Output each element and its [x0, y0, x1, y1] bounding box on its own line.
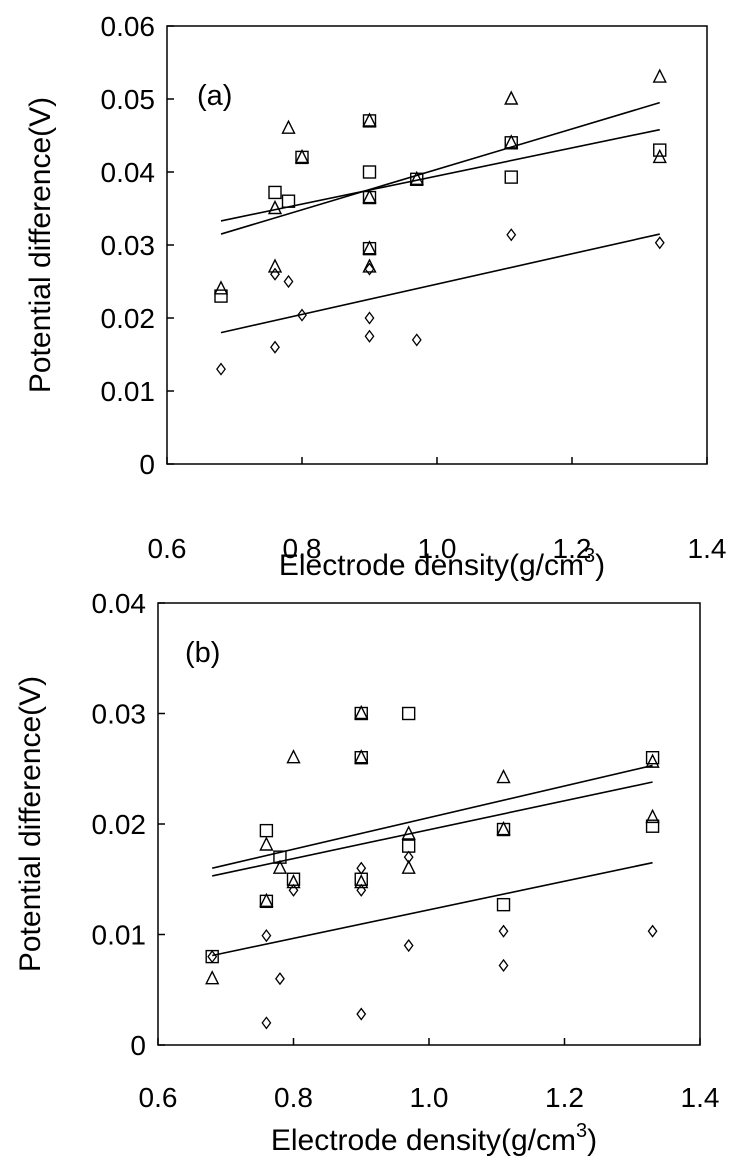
- y-tick-label: 0.03: [101, 230, 156, 261]
- diamond-marker: [365, 331, 373, 342]
- x-tick-label: 1.0: [410, 1082, 449, 1113]
- y-tick-label: 0.05: [101, 84, 156, 115]
- triangle-marker: [206, 972, 218, 984]
- diamond-marker: [262, 930, 270, 941]
- triangle-marker: [269, 260, 281, 272]
- diamond-marker: [499, 960, 507, 971]
- diamond-marker: [405, 940, 413, 951]
- diamond-marker: [357, 863, 365, 874]
- y-tick-label: 0.04: [101, 157, 156, 188]
- diamond-marker: [656, 237, 664, 248]
- x-tick-label: 0.6: [148, 533, 187, 564]
- y-tick-label: 0.06: [101, 11, 156, 42]
- triangle-trend-line: [212, 782, 652, 876]
- triangle-marker: [364, 114, 376, 126]
- triangle-marker: [498, 823, 510, 835]
- y-tick-label: 0.01: [92, 920, 147, 951]
- y-tick-label: 0.03: [92, 699, 147, 730]
- triangle-marker: [654, 70, 666, 82]
- y-tick-label: 0: [139, 449, 155, 480]
- x-tick-label: 1.2: [545, 1082, 584, 1113]
- square-marker: [505, 171, 517, 183]
- diamond-trend-line: [212, 863, 652, 956]
- x-tick-label: 1.4: [688, 533, 727, 564]
- y-axis-title: Potential difference(V): [24, 97, 57, 393]
- y-tick-label: 0.04: [92, 588, 147, 619]
- diamond-marker: [357, 885, 365, 896]
- y-tick-label: 0.01: [101, 376, 156, 407]
- triangle-marker: [498, 771, 510, 783]
- triangle-marker: [355, 707, 367, 719]
- square-marker: [260, 825, 272, 837]
- x-axis-title: Electrode density(g/cm3): [279, 545, 605, 582]
- triangle-marker: [288, 751, 300, 763]
- y-tick-label: 0.02: [92, 809, 147, 840]
- diamond-marker: [271, 269, 279, 280]
- diamond-marker: [276, 973, 284, 984]
- x-axis-title-main: Electrode density(g/cm: [279, 549, 584, 582]
- x-axis-title-close: ): [587, 1124, 597, 1157]
- square-marker: [269, 186, 281, 198]
- diamond-marker: [284, 276, 292, 287]
- y-axis-title: Potential difference(V): [14, 676, 47, 972]
- x-axis-title-close: ): [595, 549, 605, 582]
- panel-label: (a): [197, 80, 232, 112]
- chart-panel-a: 0 0.01 0.02 0.03 0.04 0.05 0.06 0.6 0.8 1.0 1.2 1.4…: [24, 11, 726, 582]
- diamond-marker: [289, 885, 297, 896]
- x-tick-label: 1.4: [681, 1082, 720, 1113]
- diamond-marker: [648, 926, 656, 937]
- triangle-marker: [296, 150, 308, 162]
- square-marker: [647, 752, 659, 764]
- chart-panel-b: 0 0.01 0.02 0.03 0.04 0.6 0.8 1.0 1.2 1.4 Electrod…: [14, 588, 719, 1157]
- square-marker: [403, 708, 415, 720]
- square-marker: [364, 166, 376, 178]
- diamond-marker: [499, 926, 507, 937]
- diamond-trend-line: [221, 234, 660, 333]
- x-tick-label: 0.6: [139, 1082, 178, 1113]
- triangle-trend-line: [221, 103, 660, 234]
- triangle-marker: [269, 202, 281, 214]
- triangle-marker: [215, 282, 227, 294]
- diamond-marker: [271, 342, 279, 353]
- y-tick-label: 0: [130, 1030, 146, 1061]
- y-tick-label: 0.02: [101, 303, 156, 334]
- diamond-marker: [365, 313, 373, 324]
- triangle-marker: [364, 191, 376, 203]
- triangle-marker: [260, 894, 272, 906]
- triangle-marker: [364, 242, 376, 254]
- plot-frame: [158, 603, 700, 1045]
- diamond-marker: [357, 1009, 365, 1020]
- x-axis-title-main: Electrode density(g/cm: [271, 1124, 576, 1157]
- x-axis-title-superscript: 3: [584, 545, 595, 567]
- square-marker: [215, 290, 227, 302]
- diamond-marker: [262, 1017, 270, 1028]
- triangle-marker: [364, 260, 376, 272]
- triangle-marker: [260, 838, 272, 850]
- diamond-marker: [217, 364, 225, 375]
- triangle-marker: [355, 751, 367, 763]
- diamond-marker: [413, 334, 421, 345]
- square-trend-line: [212, 765, 652, 868]
- plot-frame: [167, 26, 707, 464]
- triangle-marker: [505, 92, 517, 104]
- x-axis-title: Electrode density(g/cm3): [271, 1120, 597, 1157]
- x-axis-title-superscript: 3: [576, 1120, 587, 1142]
- triangle-marker: [283, 121, 295, 133]
- diamond-marker: [208, 951, 216, 962]
- square-marker: [403, 840, 415, 852]
- panel-label: (b): [185, 637, 220, 669]
- diamond-marker: [507, 229, 515, 240]
- triangle-marker: [647, 755, 659, 767]
- square-marker: [498, 899, 510, 911]
- x-tick-label: 0.8: [274, 1082, 313, 1113]
